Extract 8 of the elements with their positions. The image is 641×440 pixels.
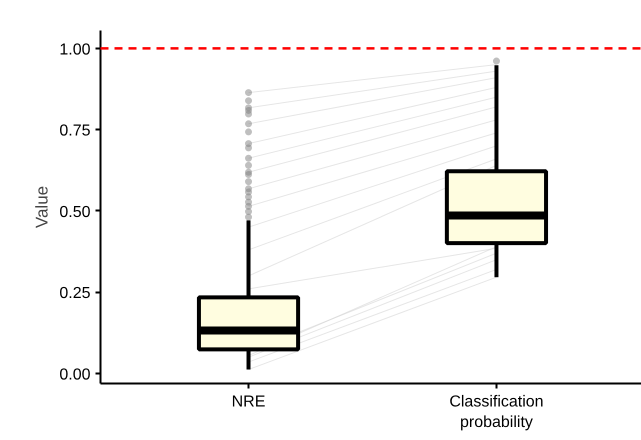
y-tick-label: 0.00	[59, 366, 91, 384]
y-tick-label: 0.75	[59, 122, 91, 140]
x-tick-label: NRE	[232, 394, 266, 410]
y-axis-title: Value	[32, 186, 52, 228]
x-tick-label: Classification probability	[449, 394, 544, 431]
y-tick-label: 1.00	[59, 41, 91, 58]
y-tick-label: 0.50	[59, 204, 91, 221]
y-tick-label: 0.25	[59, 285, 91, 302]
